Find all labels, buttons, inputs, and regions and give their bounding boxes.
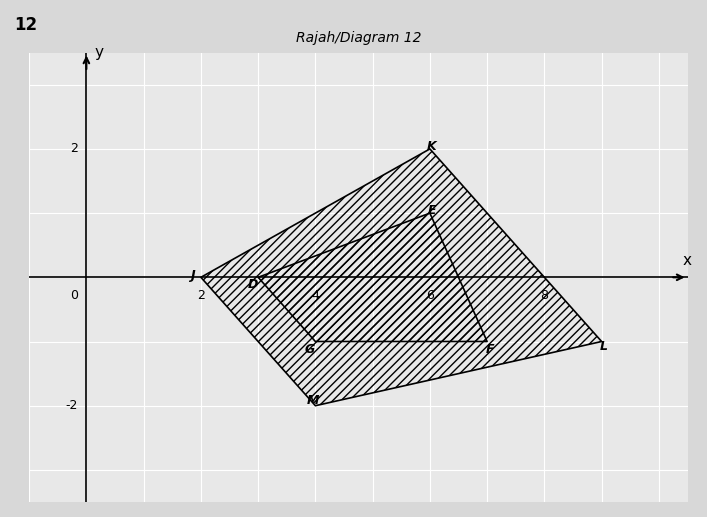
Text: M: M [307,394,320,407]
Text: G: G [304,343,315,356]
Text: x: x [683,253,692,268]
Text: D: D [248,278,259,291]
Text: 12: 12 [14,16,37,34]
Title: Rajah/Diagram 12: Rajah/Diagram 12 [296,31,421,44]
Text: E: E [428,204,436,217]
Text: y: y [95,45,104,60]
Text: F: F [485,343,493,356]
Text: 6: 6 [426,289,434,302]
Text: J: J [190,269,195,282]
Text: 0: 0 [70,289,78,302]
Text: -2: -2 [66,399,78,412]
Text: 2: 2 [70,142,78,156]
Text: 8: 8 [540,289,549,302]
Text: K: K [426,140,436,153]
Text: L: L [600,340,608,354]
Text: 4: 4 [312,289,320,302]
Text: 2: 2 [197,289,205,302]
